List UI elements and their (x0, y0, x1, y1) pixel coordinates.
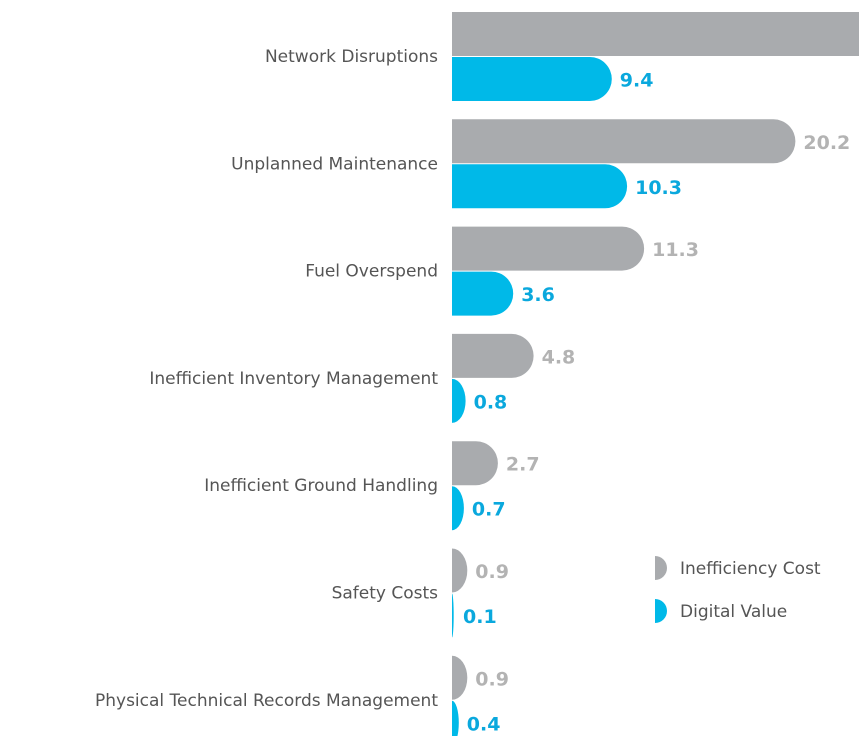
bar (452, 333, 534, 378)
value-label: 0.8 (474, 391, 508, 413)
value-label: 2.7 (506, 454, 540, 476)
value-label: 0.4 (467, 713, 501, 735)
bar (452, 57, 612, 101)
category-label: Safety Costs (332, 584, 439, 604)
legend-label: Inefficiency Cost (680, 559, 821, 579)
bar (451, 164, 628, 209)
bar (452, 700, 459, 736)
legend-swatch (655, 556, 667, 580)
legend-label: Digital Value (680, 602, 787, 622)
value-label: 0.7 (472, 499, 506, 521)
bar (452, 486, 464, 531)
bar (452, 12, 859, 56)
bar (451, 226, 645, 271)
bar (452, 271, 514, 316)
category-label: Inefficient Inventory Management (149, 369, 438, 389)
value-label: 11.3 (652, 239, 699, 261)
value-label: 0.9 (475, 561, 509, 583)
bar (452, 378, 466, 423)
category-label: Inefficient Ground Handling (204, 476, 438, 496)
value-label: 0.9 (475, 668, 509, 690)
bar (452, 441, 498, 486)
legend-swatch (655, 599, 667, 623)
bar (452, 593, 454, 638)
value-label: 20.2 (803, 132, 850, 154)
category-label: Fuel Overspend (305, 262, 438, 282)
bar (452, 119, 796, 164)
bar (452, 548, 468, 593)
value-label: 3.6 (521, 284, 555, 306)
category-label: Network Disruptions (265, 47, 438, 67)
value-label: 0.1 (463, 606, 497, 628)
bar (452, 655, 468, 700)
value-label: 4.8 (542, 346, 576, 368)
category-label: Unplanned Maintenance (231, 154, 438, 174)
category-label: Physical Technical Records Management (95, 691, 438, 711)
value-label: 9.4 (620, 70, 654, 92)
value-label: 10.3 (635, 177, 682, 199)
